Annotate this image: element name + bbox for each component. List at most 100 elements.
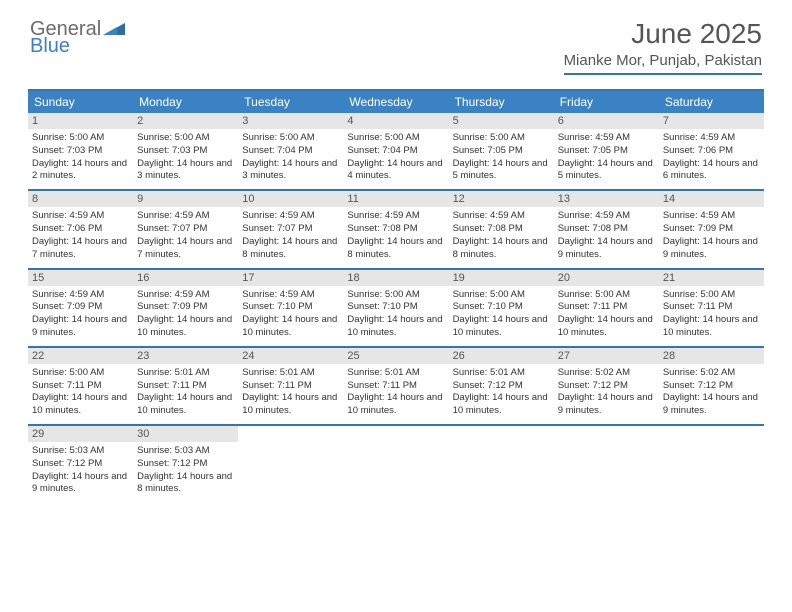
- sunrise-text: Sunrise: 5:02 AM: [558, 367, 655, 380]
- day-cell: 11 Sunrise: 4:59 AMSunset: 7:08 PMDayligh…: [343, 191, 448, 267]
- sunset-text: Sunset: 7:12 PM: [558, 380, 655, 393]
- sunrise-text: Sunrise: 4:59 AM: [663, 132, 760, 145]
- daylight-text: Daylight: 14 hours and 8 minutes.: [242, 236, 339, 262]
- sunrise-text: Sunrise: 4:59 AM: [347, 210, 444, 223]
- day-cell: 23Sunrise: 5:01 AMSunset: 7:11 PMDayligh…: [133, 348, 238, 424]
- sunset-text: Sunset: 7:10 PM: [453, 301, 550, 314]
- sunrise-text: Sunrise: 5:03 AM: [32, 445, 129, 458]
- day-info: Sunrise: 5:00 AMSunset: 7:10 PMDaylight:…: [453, 289, 550, 340]
- daylight-text: Daylight: 14 hours and 7 minutes.: [137, 236, 234, 262]
- sunset-text: Sunset: 7:11 PM: [347, 380, 444, 393]
- day-info: Sunrise: 4:59 AMSunset: 7:09 PMDaylight:…: [663, 210, 760, 261]
- sunrise-text: Sunrise: 4:59 AM: [32, 210, 129, 223]
- sunrise-text: Sunrise: 4:59 AM: [242, 210, 339, 223]
- day-cell: 25Sunrise: 5:01 AMSunset: 7:11 PMDayligh…: [343, 348, 448, 424]
- day-info: Sunrise: 5:02 AMSunset: 7:12 PMDaylight:…: [663, 367, 760, 418]
- day-cell: 30Sunrise: 5:03 AMSunset: 7:12 PMDayligh…: [133, 426, 238, 502]
- day-number: 2: [133, 113, 238, 129]
- weekday-friday: Friday: [554, 91, 659, 113]
- day-cell: 9 Sunrise: 4:59 AMSunset: 7:07 PMDaylight…: [133, 191, 238, 267]
- day-cell: [449, 426, 554, 502]
- day-info: Sunrise: 5:03 AMSunset: 7:12 PMDaylight:…: [32, 445, 129, 496]
- day-cell: 16Sunrise: 4:59 AMSunset: 7:09 PMDayligh…: [133, 270, 238, 346]
- day-number: 28: [659, 348, 764, 364]
- day-number: 5: [449, 113, 554, 129]
- sunrise-text: Sunrise: 5:00 AM: [347, 289, 444, 302]
- day-cell: 13Sunrise: 4:59 AMSunset: 7:08 PMDayligh…: [554, 191, 659, 267]
- day-info: Sunrise: 5:00 AMSunset: 7:05 PMDaylight:…: [453, 132, 550, 183]
- sunset-text: Sunset: 7:12 PM: [137, 458, 234, 471]
- day-number: 13: [554, 191, 659, 207]
- sunset-text: Sunset: 7:06 PM: [32, 223, 129, 236]
- day-number: 11: [343, 191, 448, 207]
- day-cell: 14Sunrise: 4:59 AMSunset: 7:09 PMDayligh…: [659, 191, 764, 267]
- sunset-text: Sunset: 7:09 PM: [137, 301, 234, 314]
- day-number: 29: [28, 426, 133, 442]
- day-info: Sunrise: 4:59 AMSunset: 7:06 PMDaylight:…: [663, 132, 760, 183]
- daylight-text: Daylight: 14 hours and 6 minutes.: [663, 158, 760, 184]
- day-number: 16: [133, 270, 238, 286]
- day-cell: 21 Sunrise: 5:00 AMSunset: 7:11 PMDayligh…: [659, 270, 764, 346]
- day-info: Sunrise: 5:00 AMSunset: 7:03 PMDaylight:…: [137, 132, 234, 183]
- weekday-monday: Monday: [133, 91, 238, 113]
- day-cell: 24Sunrise: 5:01 AMSunset: 7:11 PMDayligh…: [238, 348, 343, 424]
- daylight-text: Daylight: 14 hours and 10 minutes.: [137, 392, 234, 418]
- sunset-text: Sunset: 7:08 PM: [453, 223, 550, 236]
- sunset-text: Sunset: 7:05 PM: [558, 145, 655, 158]
- sunset-text: Sunset: 7:11 PM: [137, 380, 234, 393]
- weeks-container: 1Sunrise: 5:00 AMSunset: 7:03 PMDaylight…: [28, 113, 764, 502]
- daylight-text: Daylight: 14 hours and 5 minutes.: [453, 158, 550, 184]
- day-cell: 22 Sunrise: 5:00 AMSunset: 7:11 PMDayligh…: [28, 348, 133, 424]
- day-info: Sunrise: 5:00 AMSunset: 7:11 PMDaylight:…: [32, 367, 129, 418]
- weekday-header-row: Sunday Monday Tuesday Wednesday Thursday…: [28, 91, 764, 113]
- day-info: Sunrise: 4:59 AMSunset: 7:07 PMDaylight:…: [137, 210, 234, 261]
- day-cell: 19Sunrise: 5:00 AMSunset: 7:10 PMDayligh…: [449, 270, 554, 346]
- calendar: Sunday Monday Tuesday Wednesday Thursday…: [28, 89, 764, 502]
- logo: General Blue: [30, 18, 125, 58]
- daylight-text: Daylight: 14 hours and 10 minutes.: [453, 314, 550, 340]
- day-info: Sunrise: 5:01 AMSunset: 7:11 PMDaylight:…: [347, 367, 444, 418]
- location-label: Mianke Mor, Punjab, Pakistan: [564, 52, 762, 75]
- sunset-text: Sunset: 7:03 PM: [137, 145, 234, 158]
- day-cell: [343, 426, 448, 502]
- day-cell: 28 Sunrise: 5:02 AMSunset: 7:12 PMDayligh…: [659, 348, 764, 424]
- day-number: 9: [133, 191, 238, 207]
- day-number: 26: [449, 348, 554, 364]
- day-number: 24: [238, 348, 343, 364]
- daylight-text: Daylight: 14 hours and 3 minutes.: [137, 158, 234, 184]
- sunrise-text: Sunrise: 4:59 AM: [453, 210, 550, 223]
- day-info: Sunrise: 5:00 AMSunset: 7:11 PMDaylight:…: [558, 289, 655, 340]
- sunset-text: Sunset: 7:04 PM: [347, 145, 444, 158]
- daylight-text: Daylight: 14 hours and 10 minutes.: [347, 392, 444, 418]
- day-number: 8: [28, 191, 133, 207]
- daylight-text: Daylight: 14 hours and 2 minutes.: [32, 158, 129, 184]
- day-cell: 18Sunrise: 5:00 AMSunset: 7:10 PMDayligh…: [343, 270, 448, 346]
- day-number: 23: [133, 348, 238, 364]
- day-cell: 12Sunrise: 4:59 AMSunset: 7:08 PMDayligh…: [449, 191, 554, 267]
- day-cell: 26Sunrise: 5:01 AMSunset: 7:12 PMDayligh…: [449, 348, 554, 424]
- day-number: 22: [28, 348, 133, 364]
- day-number: 21: [659, 270, 764, 286]
- daylight-text: Daylight: 14 hours and 10 minutes.: [558, 314, 655, 340]
- day-info: Sunrise: 4:59 AMSunset: 7:08 PMDaylight:…: [347, 210, 444, 261]
- day-cell: 1Sunrise: 5:00 AMSunset: 7:03 PMDaylight…: [28, 113, 133, 189]
- day-info: Sunrise: 5:00 AMSunset: 7:11 PMDaylight:…: [663, 289, 760, 340]
- sunset-text: Sunset: 7:07 PM: [242, 223, 339, 236]
- sunrise-text: Sunrise: 5:01 AM: [242, 367, 339, 380]
- sunrise-text: Sunrise: 5:00 AM: [32, 132, 129, 145]
- sunrise-text: Sunrise: 5:02 AM: [663, 367, 760, 380]
- sunrise-text: Sunrise: 5:03 AM: [137, 445, 234, 458]
- day-number: 7: [659, 113, 764, 129]
- sunset-text: Sunset: 7:03 PM: [32, 145, 129, 158]
- day-number: 4: [343, 113, 448, 129]
- day-cell: 4Sunrise: 5:00 AMSunset: 7:04 PMDaylight…: [343, 113, 448, 189]
- sunrise-text: Sunrise: 5:00 AM: [558, 289, 655, 302]
- day-cell: 7 Sunrise: 4:59 AMSunset: 7:06 PMDaylight…: [659, 113, 764, 189]
- daylight-text: Daylight: 14 hours and 9 minutes.: [32, 471, 129, 497]
- day-cell: 20Sunrise: 5:00 AMSunset: 7:11 PMDayligh…: [554, 270, 659, 346]
- daylight-text: Daylight: 14 hours and 4 minutes.: [347, 158, 444, 184]
- sunset-text: Sunset: 7:12 PM: [32, 458, 129, 471]
- day-info: Sunrise: 4:59 AMSunset: 7:10 PMDaylight:…: [242, 289, 339, 340]
- sunrise-text: Sunrise: 4:59 AM: [663, 210, 760, 223]
- day-info: Sunrise: 4:59 AMSunset: 7:06 PMDaylight:…: [32, 210, 129, 261]
